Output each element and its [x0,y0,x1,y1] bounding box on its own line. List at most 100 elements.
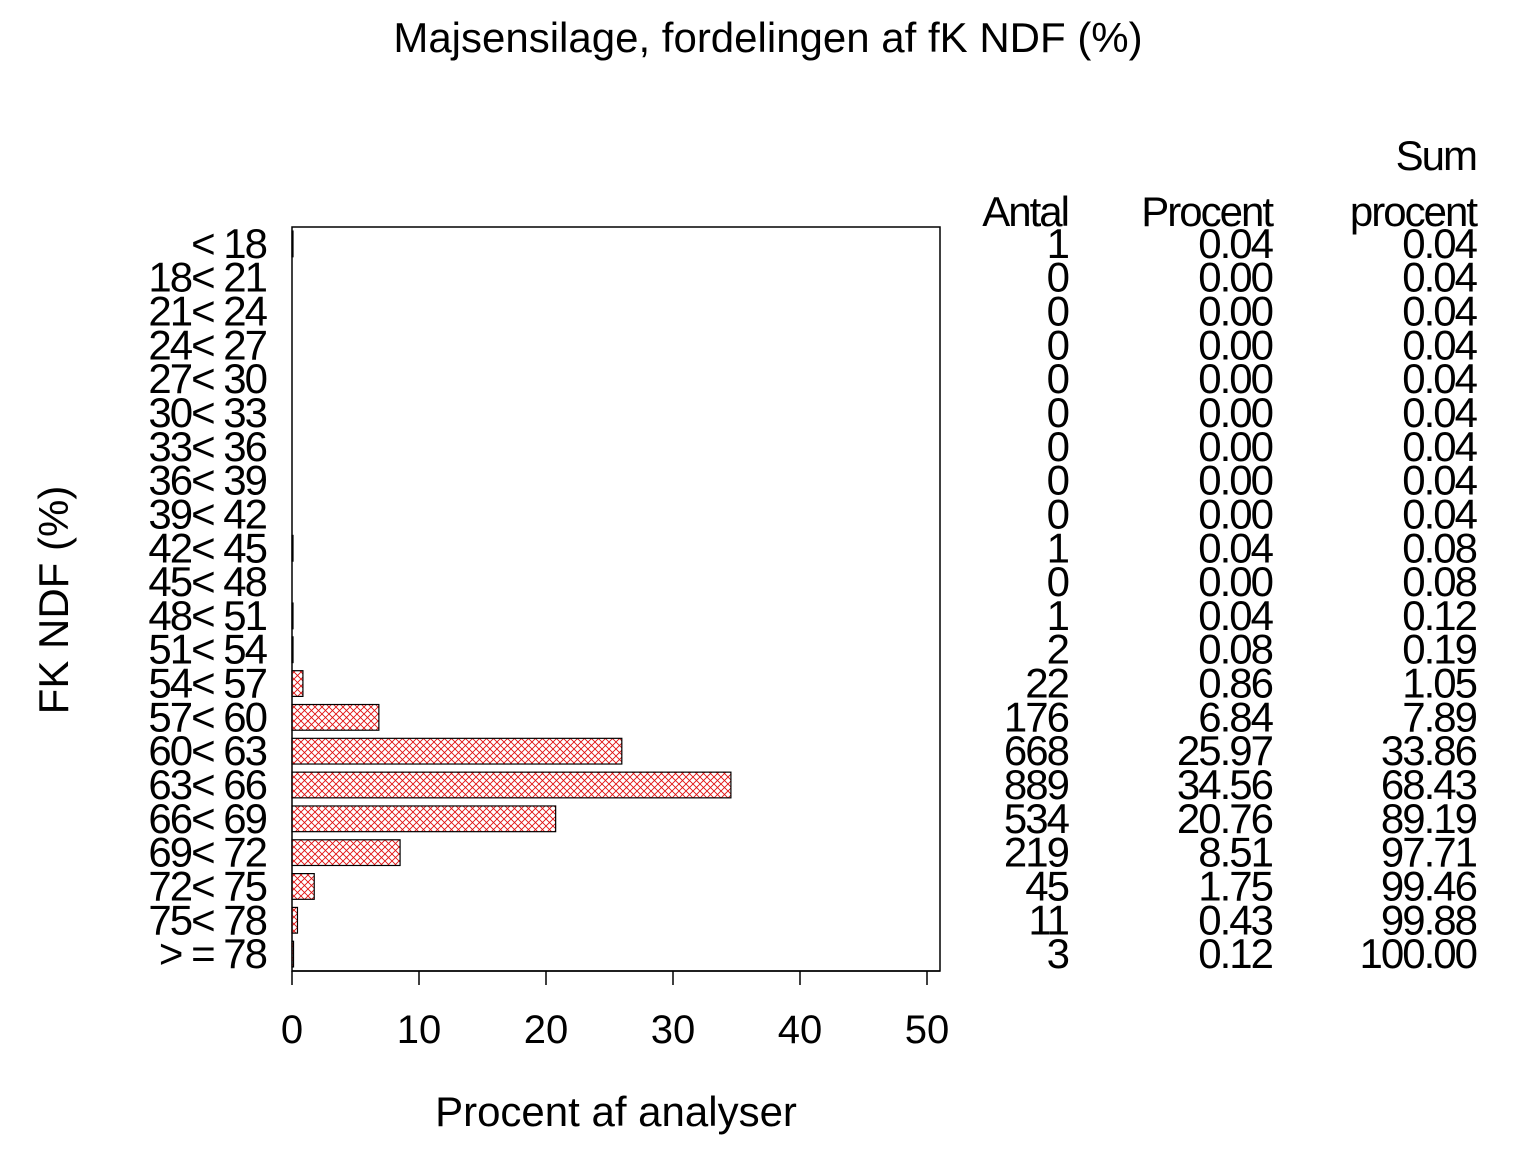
x-tick-label: 20 [524,1008,569,1052]
x-tick-label: 0 [281,1008,303,1052]
table-header-sum-line1: Sum [1396,132,1476,179]
table-sum-procent-cell: 68.43 [1381,761,1477,808]
table-antal-cell: 534 [1004,795,1070,842]
table-procent-cell: 34.56 [1177,761,1273,808]
table-procent-cell: 0.04 [1198,220,1273,267]
table-antal-cell: 0 [1047,490,1069,537]
x-tick-label: 50 [905,1008,950,1052]
bar [291,602,294,630]
table-procent-cell: 20.76 [1177,795,1273,842]
bar [291,670,304,697]
chart-title: Majsensilage, fordelingen af fK NDF (%) [393,14,1142,61]
bars [291,230,732,968]
category-label: > = 78 [159,930,267,977]
table-antal-cell: 0 [1047,423,1069,470]
category-label: 51< 54 [148,626,267,673]
category-label: 39< 42 [148,490,266,537]
category-label: 54< 57 [148,660,266,707]
table-sum-procent-cell: 33.86 [1381,727,1477,774]
category-label: 48< 51 [148,592,266,639]
table-antal-cell: 11 [1028,896,1068,943]
table-sum-procent-cell: 0.04 [1402,321,1477,368]
bar [291,737,623,765]
category-label: 75< 78 [148,896,266,943]
table-sum-procent-cell: 7.89 [1402,693,1476,740]
x-tick-label: 10 [397,1008,442,1052]
table-procent-cell: 0.00 [1198,254,1272,301]
y-axis-title: FK NDF (%) [30,486,77,715]
bar [291,873,315,900]
table-procent-cell: 0.00 [1198,389,1272,436]
table-antal-cell: 0 [1047,389,1069,436]
table-sum-procent-cell: 0.12 [1402,592,1476,639]
category-label: 33< 36 [148,423,266,470]
table-procent-cell: 8.51 [1198,829,1272,876]
table-procent-cell: 0.00 [1198,490,1272,537]
table-antal-cell: 1 [1047,592,1069,639]
category-label: 60< 63 [148,727,266,774]
table-sum-procent-cell: 0.04 [1402,220,1477,267]
table-procent-cell: 0.00 [1198,558,1272,605]
table-procent-cell: 0.00 [1198,423,1272,470]
table-sum-procent-cell: 0.04 [1402,288,1477,335]
bar [291,636,294,664]
category-label: 27< 30 [148,355,266,402]
table-antal-cell: 0 [1047,321,1069,368]
category-label: 63< 66 [148,761,266,808]
table-sum-procent-cell: 0.04 [1402,355,1477,402]
table-antal-cell: 0 [1047,558,1069,605]
table-antal-cell: 3 [1047,930,1069,977]
table-sum-procent-cell: 0.04 [1402,457,1477,504]
table-antal-cell: 1 [1047,524,1069,571]
table-procent-cell: 0.12 [1198,930,1272,977]
x-axis-title: Procent af analyser [435,1088,797,1135]
table-sum-procent-cell: 89.19 [1381,795,1477,842]
table-antal-cell: 22 [1025,660,1068,707]
table-header-sum-line2: procent [1350,188,1478,235]
table-procent-cell: 25.97 [1177,727,1273,774]
table-procent-cell: 0.86 [1198,660,1272,707]
table-sum-procent-cell: 99.88 [1381,896,1477,943]
table-header-procent: Procent [1141,188,1274,235]
table-procent-cell: 0.43 [1198,896,1272,943]
table-procent-cell: 0.00 [1198,457,1272,504]
table-antal-cell: 0 [1047,254,1069,301]
category-label: 36< 39 [148,457,266,504]
table-procent-cell: 0.04 [1198,524,1273,571]
table-antal-cell: 45 [1025,862,1068,909]
bar [291,906,299,934]
table-sum-procent-cell: 100.00 [1360,930,1477,977]
table-procent-cell: 0.00 [1198,288,1272,335]
x-tick-label: 30 [651,1008,696,1052]
bar [291,703,380,731]
category-label: 69< 72 [148,829,266,876]
bar [291,839,401,867]
x-axis-ticks: 0 10 20 30 40 50 [281,971,949,1052]
table-sum-procent-cell: 0.19 [1402,626,1476,673]
bar [291,771,732,799]
category-label: 72< 75 [148,862,266,909]
table-procent-cell: 0.08 [1198,626,1272,673]
bar [291,230,294,258]
table-antal-cell: 219 [1004,829,1069,876]
category-label: 66< 69 [148,795,266,842]
table-antal-cell: 0 [1047,457,1069,504]
category-label: 24< 27 [148,321,266,368]
table-procent-cell: 0.04 [1198,592,1273,639]
bar [291,534,294,562]
table-antal-cell: 2 [1047,626,1069,673]
table-sum-procent-cell: 97.71 [1381,829,1477,876]
table-antal-cell: 176 [1004,693,1069,740]
x-tick-label: 40 [778,1008,823,1052]
table-sum-procent-cell: 0.08 [1402,524,1476,571]
table-sum-procent-cell: 1.05 [1402,660,1476,707]
table-sum-procent-cell: 0.08 [1402,558,1476,605]
category-label: 42< 45 [148,524,266,571]
category-label: < 18 [191,220,267,267]
frequency-table: 1 0.04 0.040 0.00 0.040 0.00 0.040 0.00 0.040 0.0… [1004,220,1480,977]
table-antal-cell: 0 [1047,355,1069,402]
table-sum-procent-cell: 0.04 [1402,490,1477,537]
table-header-antal: Antal [982,188,1068,235]
table-procent-cell: 1.75 [1198,862,1272,909]
